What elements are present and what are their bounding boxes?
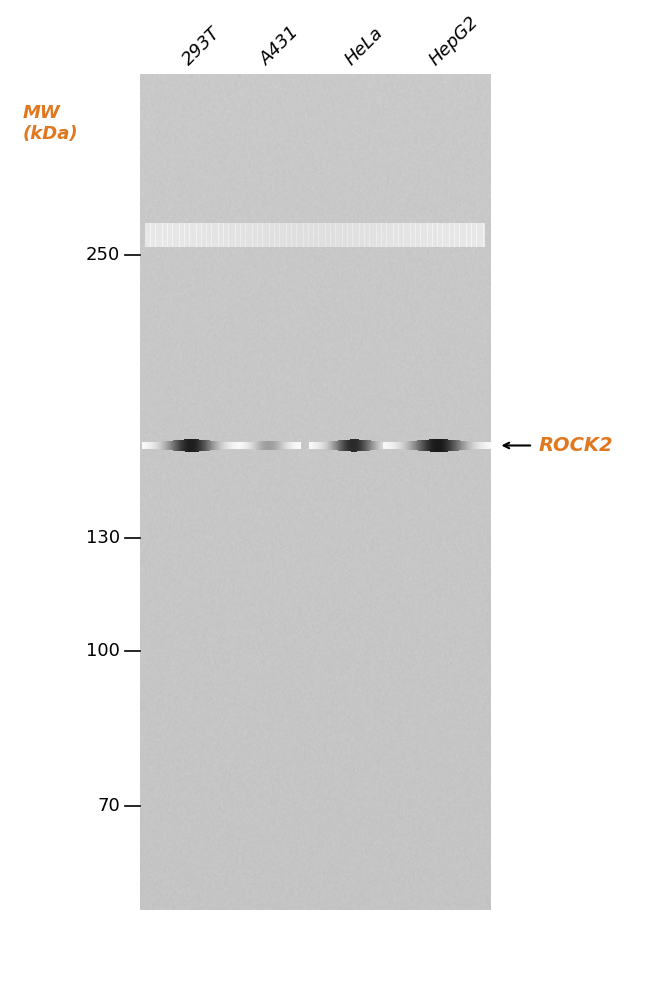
Text: 70: 70: [98, 796, 120, 815]
Text: 130: 130: [86, 529, 120, 547]
Text: HeLa: HeLa: [341, 25, 387, 69]
Text: A431: A431: [257, 24, 303, 69]
Text: ROCK2: ROCK2: [538, 436, 613, 455]
Text: 100: 100: [86, 643, 120, 661]
Text: MW
(kDa): MW (kDa): [23, 104, 79, 142]
Text: 293T: 293T: [179, 25, 224, 69]
Text: HepG2: HepG2: [426, 13, 482, 69]
Bar: [140, 74, 491, 910]
Text: 250: 250: [86, 246, 120, 264]
